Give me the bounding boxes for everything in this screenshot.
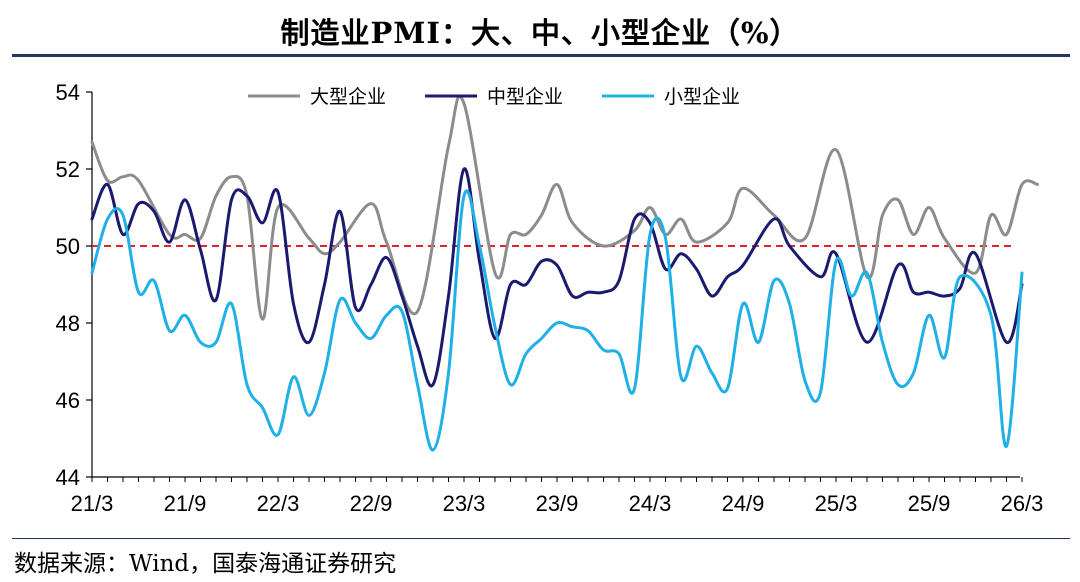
chart-title: 制造业PMI：大、中、小型企业（%） <box>280 16 800 50</box>
y-tick-label: 54 <box>56 80 80 105</box>
legend-label: 小型企业 <box>664 86 740 108</box>
x-tick-label: 21/9 <box>164 491 207 516</box>
chart-axes: 44 46 48 50 52 54 21/3 21/9 22/3 22/9 23/3 23/9 24/3… <box>56 80 1044 516</box>
series-group <box>90 94 1039 452</box>
x-tick-label: 21/3 <box>71 491 114 516</box>
y-tick-label: 46 <box>56 388 80 413</box>
x-tick-label: 22/9 <box>350 491 393 516</box>
legend-label: 中型企业 <box>487 86 563 108</box>
legend-item-large: 大型企业 <box>248 86 386 108</box>
pmi-line-chart: 44 46 48 50 52 54 21/3 21/9 22/3 22/9 23/3 23/9 24/3… <box>56 80 1044 516</box>
medium-enterprise-line <box>90 167 1024 388</box>
x-tick-label: 25/9 <box>908 491 951 516</box>
y-tick-label: 48 <box>56 311 80 336</box>
source-note: 数据来源：Wind，国泰海通证券研究 <box>14 551 397 577</box>
y-tick-label: 52 <box>56 157 80 182</box>
x-tick-label: 22/3 <box>257 491 300 516</box>
y-tick-label: 44 <box>56 465 80 490</box>
x-tick-label: 23/9 <box>536 491 579 516</box>
large-enterprise-line <box>90 94 1039 321</box>
x-tick-label: 26/3 <box>1001 491 1044 516</box>
x-tick-label: 24/3 <box>629 491 672 516</box>
title-rule <box>12 54 1070 57</box>
legend-item-small: 小型企业 <box>602 86 740 108</box>
legend-label: 大型企业 <box>310 86 386 108</box>
x-tick-label: 25/3 <box>815 491 858 516</box>
source-rule <box>12 538 1070 539</box>
y-tick-label: 50 <box>56 234 80 259</box>
x-tick-label: 24/9 <box>722 491 765 516</box>
legend-item-medium: 中型企业 <box>425 86 563 108</box>
x-tick-label: 23/3 <box>443 491 486 516</box>
small-enterprise-line <box>90 189 1024 452</box>
legend: 大型企业 中型企业 小型企业 <box>248 86 740 108</box>
